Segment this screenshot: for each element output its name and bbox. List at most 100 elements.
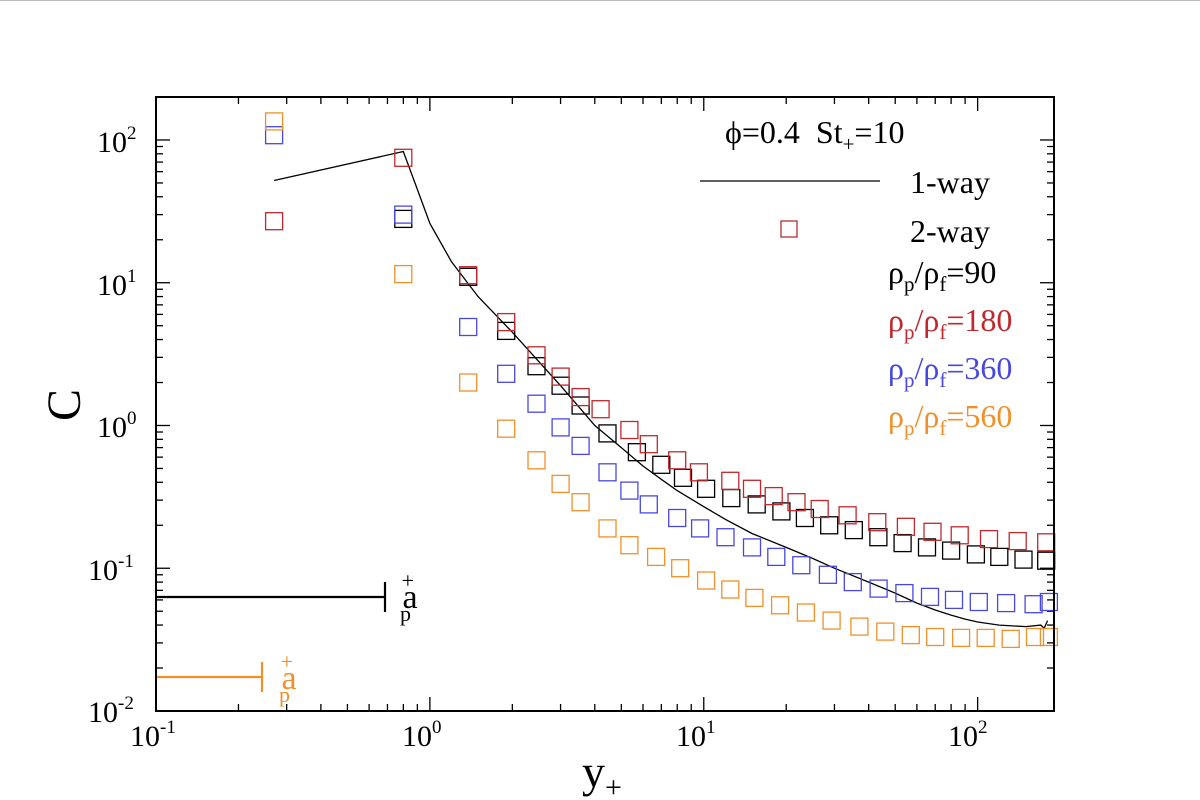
data-point-square bbox=[979, 529, 999, 549]
data-point-square bbox=[868, 513, 887, 532]
y-tick-label: 10-2 bbox=[88, 693, 134, 729]
data-point-square bbox=[1001, 629, 1020, 649]
data-point-square bbox=[690, 519, 710, 538]
one-way-series-line bbox=[273, 150, 1049, 630]
data-point-square bbox=[1037, 533, 1056, 552]
data-point-square bbox=[497, 312, 516, 332]
data-point-square bbox=[598, 519, 617, 538]
data-point-square bbox=[571, 493, 590, 512]
x-tick-label: 102 bbox=[948, 717, 988, 753]
data-point-square bbox=[527, 357, 546, 376]
annotation-black: a+ p bbox=[157, 568, 418, 626]
data-point-square bbox=[551, 474, 570, 494]
x-tick-label: 101 bbox=[676, 717, 716, 753]
plot-frame bbox=[155, 96, 1055, 712]
data-point-square bbox=[822, 611, 841, 630]
data-point-square bbox=[818, 565, 838, 584]
data-point-square bbox=[792, 556, 811, 575]
data-point-square bbox=[896, 517, 916, 536]
data-point-square bbox=[990, 547, 1009, 567]
data-point-square bbox=[264, 126, 284, 145]
series-2 bbox=[264, 126, 1059, 614]
data-point-square bbox=[1037, 551, 1056, 570]
data-point-square bbox=[721, 471, 740, 490]
legend-ratio-360: ρp/ρf=360 bbox=[888, 350, 1012, 392]
data-point-square bbox=[944, 590, 964, 610]
data-point-square bbox=[895, 583, 914, 603]
data-point-square bbox=[551, 367, 570, 386]
series-1 bbox=[264, 148, 1056, 552]
data-point-square bbox=[1025, 627, 1045, 647]
data-point-square bbox=[394, 205, 413, 224]
legend-marker-sample bbox=[780, 220, 798, 238]
data-point-square bbox=[459, 266, 478, 285]
data-point-square bbox=[810, 499, 829, 519]
x-tick-label: 100 bbox=[402, 717, 442, 753]
data-point-square bbox=[1039, 592, 1059, 612]
data-point-square bbox=[721, 580, 740, 599]
data-point-square bbox=[1008, 531, 1027, 551]
legend-ratio-180: ρp/ρf=180 bbox=[888, 302, 1012, 344]
data-point-square bbox=[591, 400, 610, 419]
data-point-square bbox=[838, 506, 857, 525]
data-point-square bbox=[394, 264, 413, 284]
data-point-square bbox=[745, 588, 764, 608]
data-point-square bbox=[926, 627, 945, 647]
y-tick-label: 100 bbox=[97, 408, 137, 444]
data-point-square bbox=[620, 420, 639, 440]
legend-header: ϕ=0.4 St+=10 bbox=[725, 114, 904, 156]
data-point-square bbox=[923, 522, 942, 541]
data-point-square bbox=[264, 212, 284, 231]
legend-ratio-90: ρp/ρf=90 bbox=[888, 254, 996, 296]
data-point-square bbox=[527, 394, 546, 413]
data-point-square bbox=[796, 603, 816, 622]
data-point-square bbox=[869, 579, 888, 598]
data-point-square bbox=[646, 547, 666, 567]
data-point-square bbox=[652, 455, 671, 474]
data-point-square bbox=[671, 559, 690, 578]
x-tick-labels: 10-1 100 101 102 bbox=[130, 717, 988, 753]
y-tick-label: 10-1 bbox=[88, 551, 134, 587]
data-point-square bbox=[722, 488, 741, 508]
y-tick-label: 102 bbox=[97, 123, 137, 159]
data-point-square bbox=[843, 572, 862, 592]
marker-layer bbox=[264, 112, 1059, 649]
data-point-square bbox=[772, 502, 791, 521]
data-point-square bbox=[787, 493, 806, 512]
data-point-square bbox=[598, 463, 617, 482]
data-point-square bbox=[941, 541, 961, 560]
minor-ticks bbox=[156, 96, 1054, 711]
data-point-square bbox=[767, 547, 786, 567]
data-point-square bbox=[459, 373, 478, 392]
data-point-square bbox=[459, 317, 478, 337]
data-point-square bbox=[764, 486, 783, 506]
data-point-square bbox=[497, 419, 516, 438]
data-point-square bbox=[673, 468, 693, 487]
data-point-square bbox=[876, 622, 895, 641]
data-point-square bbox=[639, 495, 658, 514]
data-point-square bbox=[639, 435, 658, 454]
data-point-square bbox=[893, 533, 912, 553]
data-point-square bbox=[844, 520, 863, 540]
legend-ratio-560: ρp/ρf=560 bbox=[888, 398, 1012, 440]
data-point-square bbox=[820, 516, 839, 535]
data-point-square bbox=[527, 346, 546, 365]
data-point-square bbox=[668, 451, 687, 470]
annotation-label: a+ p bbox=[279, 649, 297, 707]
data-point-square bbox=[966, 545, 986, 564]
data-point-square bbox=[394, 148, 413, 167]
data-point-square bbox=[394, 209, 413, 229]
data-point-square bbox=[1039, 627, 1059, 647]
annotation-orange: a+ p bbox=[157, 649, 297, 707]
data-point-square bbox=[901, 625, 920, 645]
x-tick-label: 10-1 bbox=[130, 717, 176, 753]
data-point-square bbox=[689, 463, 709, 482]
data-point-square bbox=[869, 528, 888, 547]
legend-line-label: 1-way bbox=[910, 164, 990, 200]
data-point-square bbox=[920, 587, 940, 607]
series-3 bbox=[264, 112, 1059, 649]
data-point-square bbox=[497, 364, 516, 383]
data-point-square bbox=[747, 495, 766, 514]
data-point-square bbox=[696, 571, 716, 590]
data-point-square bbox=[696, 479, 716, 498]
